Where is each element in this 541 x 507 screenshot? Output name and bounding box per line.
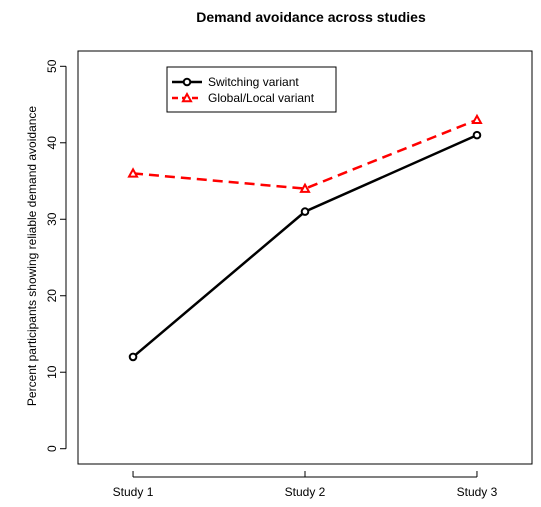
legend-item: Global/Local variant — [172, 91, 315, 105]
legend-label: Switching variant — [208, 75, 299, 89]
series-layer — [127, 113, 483, 362]
series-2 — [127, 113, 483, 193]
x-tick-label: Study 1 — [113, 485, 154, 499]
x-tick-label: Study 2 — [285, 485, 326, 499]
data-point — [300, 207, 310, 216]
y-tick-label: 40 — [45, 136, 59, 150]
legend: Switching variant Global/Local variant — [166, 66, 337, 113]
y-axis: 0 10 20 30 40 50 — [45, 59, 67, 452]
plot-frame — [77, 50, 533, 465]
legend-label: Global/Local variant — [208, 91, 315, 105]
x-tick-label: Study 3 — [457, 485, 498, 499]
y-tick-label: 20 — [45, 289, 59, 303]
data-point — [182, 77, 192, 87]
series-1 — [128, 130, 482, 362]
legend-box — [166, 66, 337, 113]
legend-item: Switching variant — [172, 75, 299, 89]
data-point — [472, 130, 482, 140]
data-point — [471, 113, 483, 125]
series-line — [132, 118, 478, 190]
series-line — [132, 133, 478, 358]
chart-title: Demand avoidance across studies — [196, 9, 426, 25]
y-tick-label: 30 — [45, 212, 59, 226]
y-tick-label: 10 — [45, 365, 59, 379]
x-axis: Study 1 Study 2 Study 3 — [113, 471, 498, 499]
y-axis-label: Percent participants showing reliable de… — [25, 106, 39, 407]
data-point — [181, 91, 193, 103]
y-tick-label: 0 — [45, 445, 59, 452]
data-point — [299, 182, 311, 193]
data-point — [127, 167, 139, 178]
data-point — [128, 352, 138, 362]
y-tick-label: 50 — [45, 59, 59, 73]
